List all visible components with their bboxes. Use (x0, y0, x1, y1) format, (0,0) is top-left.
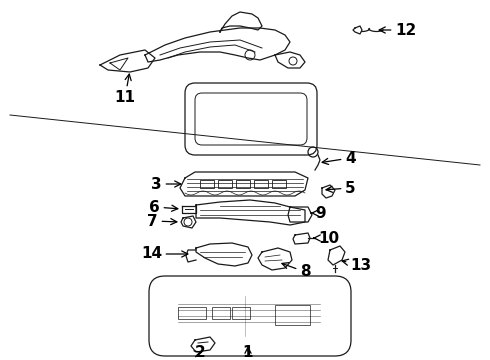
Bar (232, 307, 250, 319)
Bar (254, 180, 268, 188)
Text: 14: 14 (141, 247, 188, 261)
Text: 7: 7 (147, 213, 177, 229)
Text: 1: 1 (243, 345, 253, 360)
Bar (178, 307, 206, 319)
Text: 4: 4 (322, 150, 356, 166)
Bar (218, 180, 232, 188)
FancyBboxPatch shape (195, 93, 307, 145)
Text: 13: 13 (342, 257, 371, 273)
FancyBboxPatch shape (185, 83, 317, 155)
Bar (275, 305, 310, 325)
Text: 5: 5 (326, 180, 356, 195)
Text: 2: 2 (194, 345, 205, 360)
Text: 3: 3 (151, 176, 181, 192)
Bar (272, 180, 286, 188)
Text: 9: 9 (311, 206, 326, 220)
Text: 8: 8 (282, 263, 311, 279)
Bar (200, 180, 214, 188)
Text: 10: 10 (314, 230, 339, 246)
Bar (212, 307, 230, 319)
Text: 6: 6 (149, 199, 178, 215)
Text: 12: 12 (379, 23, 416, 37)
Text: 11: 11 (115, 74, 136, 105)
Bar (236, 180, 250, 188)
FancyBboxPatch shape (149, 276, 351, 356)
